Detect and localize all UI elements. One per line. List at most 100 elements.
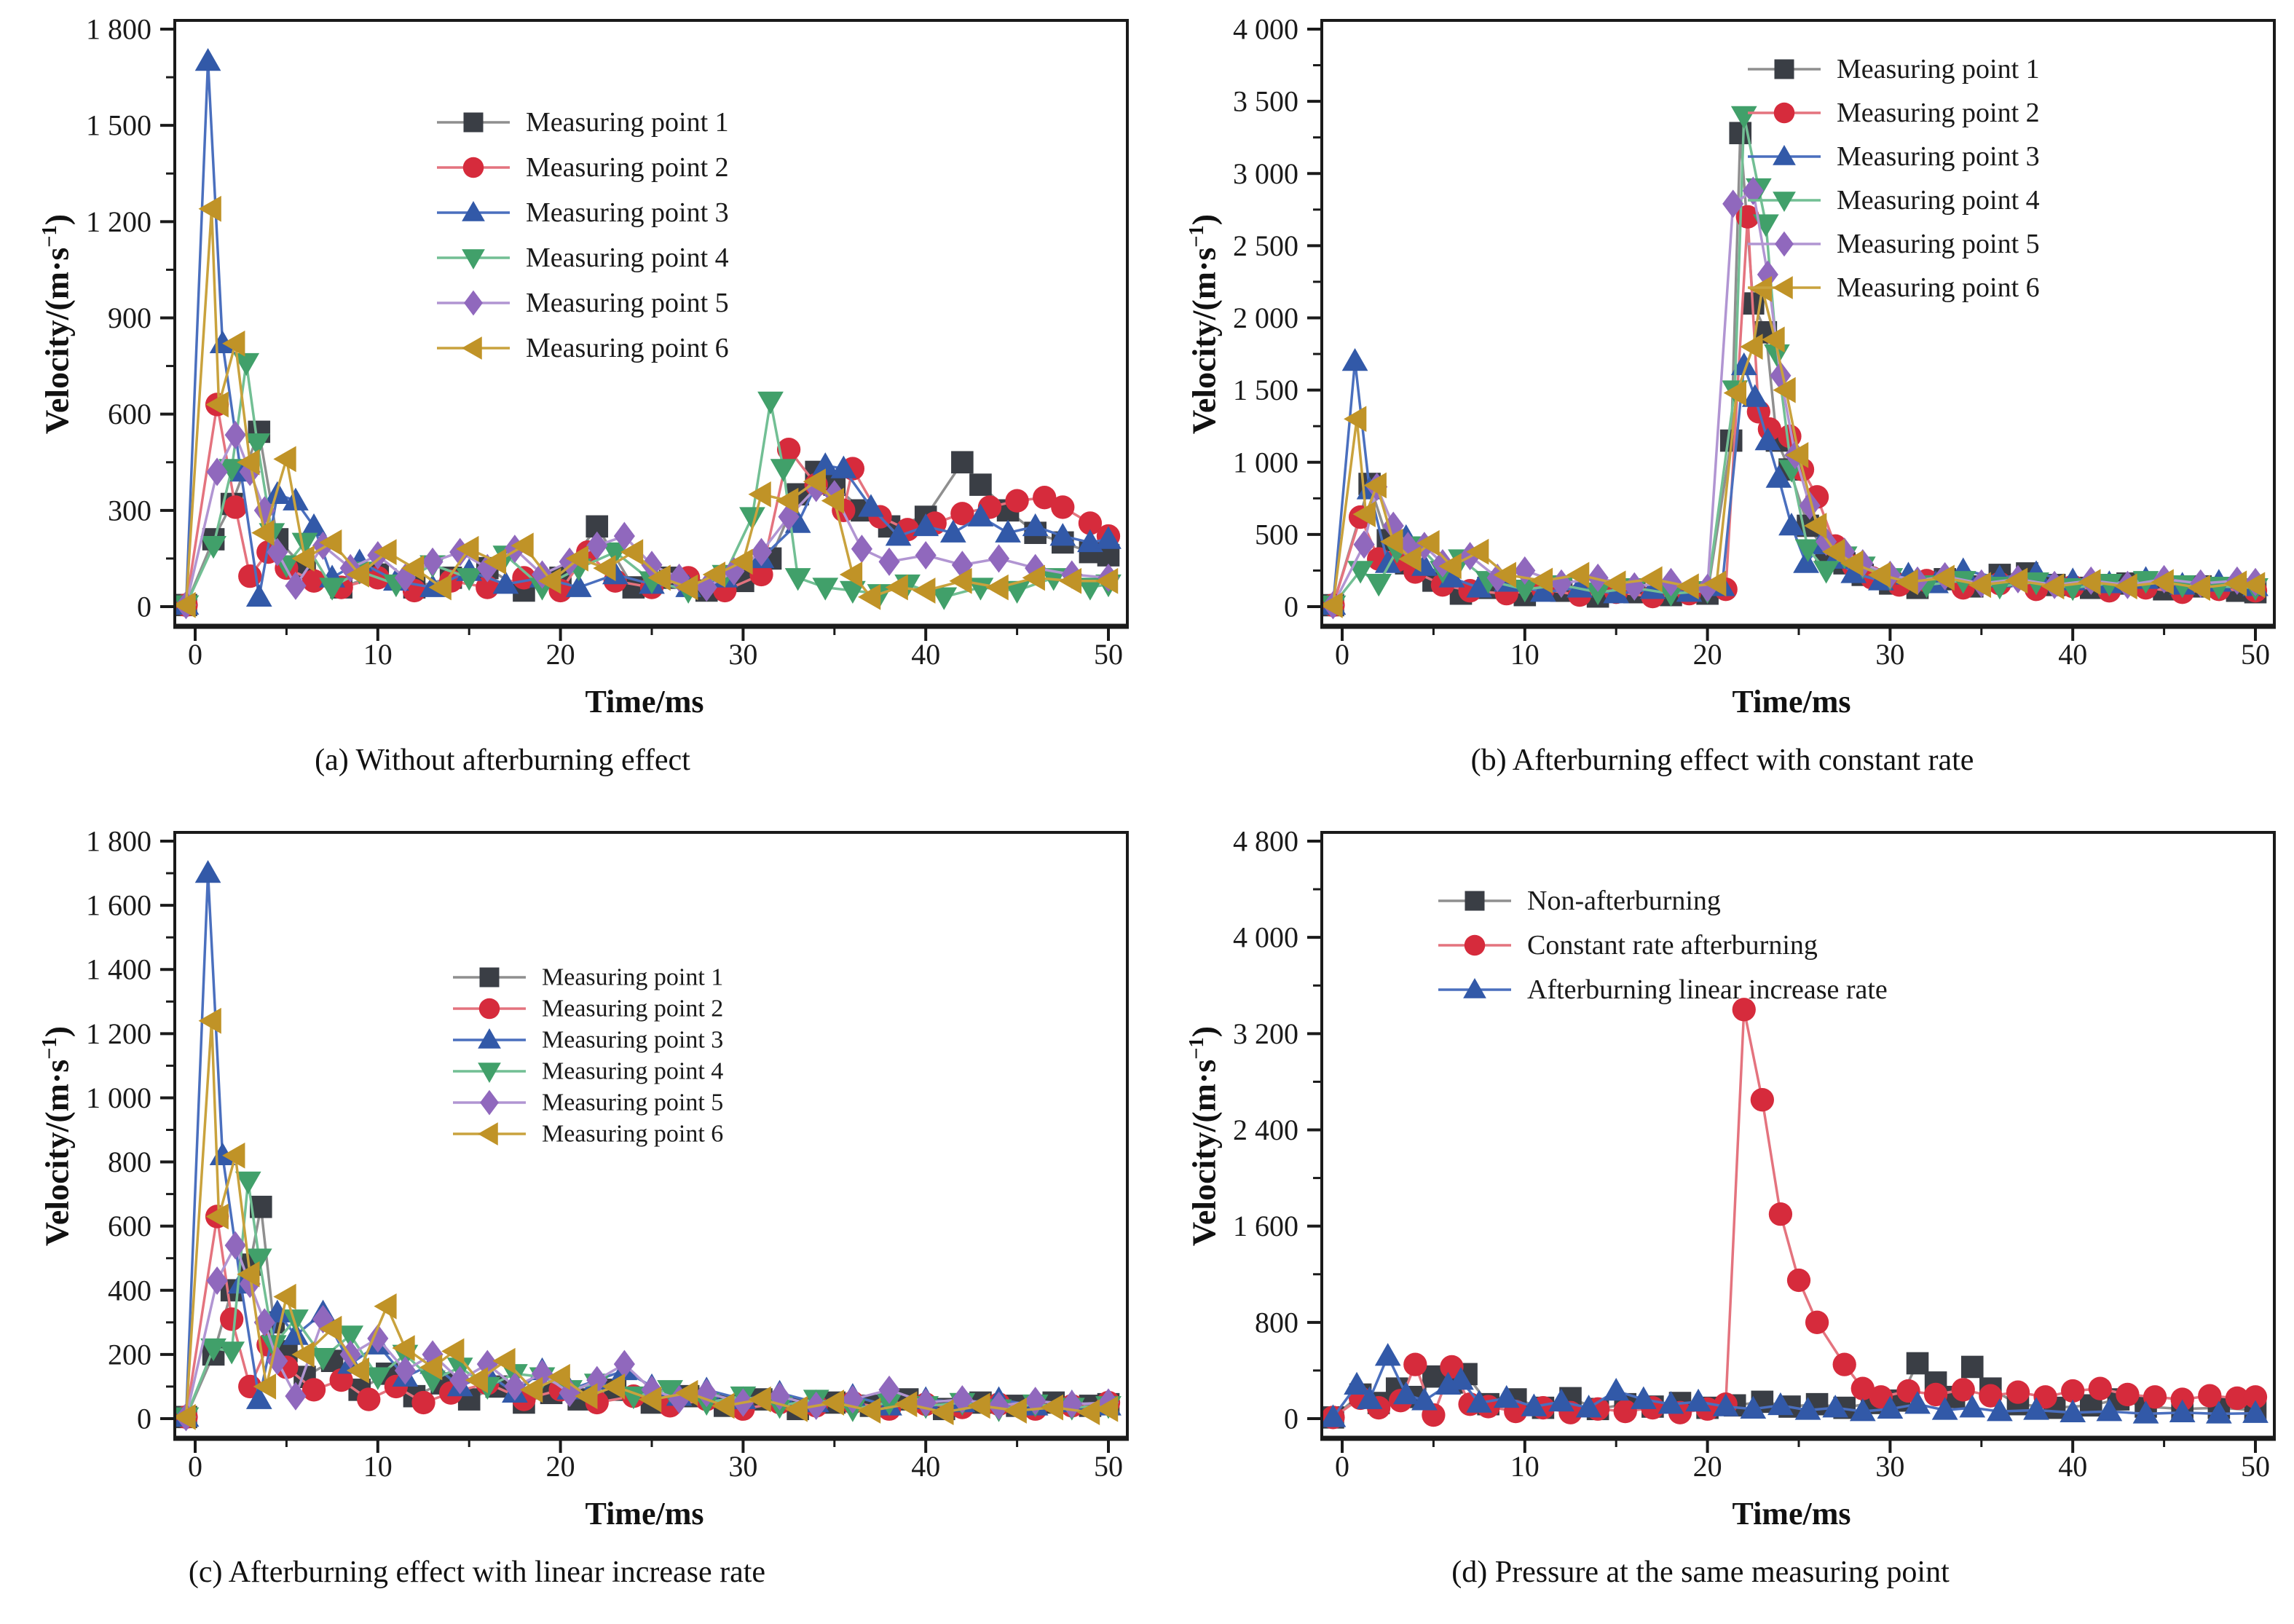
x-tick-label: 0	[188, 1450, 202, 1483]
x-tick-label: 20	[1693, 1450, 1722, 1483]
legend-label: Measuring point 2	[1837, 98, 2040, 128]
legend: Measuring point 1 Measuring point 2 Measur…	[453, 964, 723, 1148]
legend-item: Measuring point 1	[1748, 54, 2040, 84]
x-tick-label: 20	[546, 638, 575, 671]
y-tick-label: 1 500	[1233, 374, 1298, 406]
series-measuring-point-6	[176, 1007, 1119, 1430]
y-tick-label: 0	[1284, 591, 1298, 623]
legend-label: Measuring point 5	[526, 288, 729, 318]
legend-item: Measuring point 4	[453, 1058, 723, 1085]
legend-item: Constant rate afterburning	[1438, 930, 1818, 961]
legend-label: Measuring point 2	[542, 996, 723, 1022]
x-tick-label: 50	[1094, 638, 1123, 671]
series-measuring-point-1	[1323, 122, 2267, 617]
x-tick-label: 30	[728, 1450, 757, 1483]
x-tick-label: 40	[2058, 1450, 2087, 1483]
legend: Measuring point 1 Measuring point 2 Measur…	[437, 107, 729, 363]
y-tick-label: 3 500	[1233, 85, 1298, 118]
x-tick-label: 10	[363, 1450, 393, 1483]
y-tick-label: 1 200	[86, 1017, 151, 1050]
y-tick-label: 600	[108, 398, 151, 430]
y-tick-label: 1 500	[86, 109, 151, 142]
legend-label: Measuring point 3	[1837, 141, 2040, 172]
y-tick-label: 1 400	[86, 953, 151, 986]
y-tick-label: 400	[108, 1274, 151, 1306]
x-tick-label: 50	[1094, 1450, 1123, 1483]
legend-item: Measuring point 2	[1748, 98, 2040, 128]
legend-label: Measuring point 2	[526, 152, 729, 183]
panel-a: 0 10 20 30 40 50 0 300 600 900 1 200 1 500 1 800 Meas…	[0, 0, 1147, 812]
y-tick-label: 1 000	[86, 1081, 151, 1114]
legend-item: Measuring point 3	[453, 1027, 723, 1054]
x-axis-label-d: Time/ms	[1732, 1496, 1851, 1532]
y-tick-label: 0	[1284, 1403, 1298, 1435]
y-tick-label: 800	[108, 1146, 151, 1178]
legend-label: Measuring point 3	[526, 197, 729, 228]
y-tick-label: 2 000	[1233, 301, 1298, 334]
legend-item: Measuring point 1	[453, 964, 723, 991]
caption-b: (b) Afterburning effect with constant ra…	[1470, 744, 1974, 777]
series-measuring-point-4	[1323, 106, 2269, 619]
x-tick-label: 30	[1875, 638, 1904, 671]
y-tick-label: 4 000	[1233, 921, 1298, 954]
legend-item: Measuring point 3	[1748, 141, 2040, 172]
legend-item: Afterburning linear increase rate	[1438, 974, 1888, 1005]
legend-item: Measuring point 1	[437, 107, 729, 138]
x-tick-label: 40	[2058, 638, 2087, 671]
y-axis-label-b: Velocity/(m·s−1)	[1185, 213, 1223, 435]
legend-item: Measuring point 5	[1748, 229, 2040, 259]
y-tick-label: 500	[1255, 518, 1298, 551]
y-tick-label: 1 000	[1233, 446, 1298, 478]
legend-label: Measuring point 6	[526, 333, 729, 363]
chart-c-canvas: 0 10 20 30 40 50 0 200 400 600 800 1 000 1 200 1 400 1…	[86, 825, 1129, 1483]
x-tick-label: 20	[1693, 638, 1722, 671]
legend-label: Afterburning linear increase rate	[1527, 974, 1888, 1005]
y-tick-label: 1 800	[86, 825, 151, 858]
panel-c: 0 10 20 30 40 50 0 200 400 600 800 1 000 1 200 1 400 1…	[0, 812, 1147, 1624]
legend-label: Measuring point 6	[1837, 272, 2040, 303]
legend-label: Measuring point 1	[542, 964, 723, 991]
series-constant-rate-afterburning	[1323, 998, 2268, 1430]
x-axis-label-a: Time/ms	[585, 684, 704, 720]
legend-item: Measuring point 5	[437, 288, 729, 318]
y-tick-label: 300	[108, 494, 151, 527]
legend-item: Measuring point 4	[437, 243, 729, 273]
y-tick-label: 1 600	[1233, 1210, 1298, 1242]
y-tick-label: 900	[108, 301, 151, 334]
legend: Measuring point 1 Measuring point 2 Measur…	[1748, 54, 2040, 303]
x-tick-label: 20	[546, 1450, 575, 1483]
y-tick-label: 4 000	[1233, 13, 1298, 46]
x-tick-label: 0	[188, 638, 202, 671]
legend-item: Measuring point 4	[1748, 185, 2040, 216]
legend-label: Measuring point 5	[1837, 229, 2040, 259]
x-tick-label: 10	[1510, 638, 1540, 671]
caption-c: (c) Afterburning effect with linear incr…	[188, 1556, 766, 1589]
x-tick-label: 30	[1875, 1450, 1904, 1483]
series-afterburning-linear-increase-rate	[1323, 1343, 2269, 1427]
legend-label: Measuring point 4	[542, 1058, 723, 1085]
x-tick-label: 50	[2241, 1450, 2270, 1483]
y-tick-label: 3 200	[1233, 1017, 1298, 1050]
legend-label: Measuring point 1	[1837, 54, 2040, 84]
legend-item: Measuring point 6	[453, 1121, 723, 1148]
caption-a: (a) Without afterburning effect	[315, 744, 690, 777]
legend-label: Measuring point 4	[1837, 185, 2040, 216]
y-tick-label: 1 600	[86, 889, 151, 922]
y-axis-label-c: Velocity/(m·s−1)	[38, 1025, 76, 1247]
series-measuring-point-6	[1323, 275, 2266, 618]
y-tick-label: 1 800	[86, 13, 151, 46]
panel-b: 0 10 20 30 40 50 0 500 1 000 1 500 2 000 2 500 3 000…	[1147, 0, 2294, 812]
x-tick-label: 10	[1510, 1450, 1540, 1483]
y-tick-label: 2 400	[1233, 1113, 1298, 1146]
legend-label: Constant rate afterburning	[1527, 930, 1818, 961]
legend-label: Measuring point 4	[526, 243, 729, 273]
x-tick-label: 30	[728, 638, 757, 671]
legend-label: Measuring point 1	[526, 107, 729, 138]
x-tick-label: 40	[911, 1450, 940, 1483]
y-tick-label: 600	[108, 1210, 151, 1242]
caption-d: (d) Pressure at the same measuring point	[1451, 1556, 1950, 1589]
y-tick-label: 0	[137, 591, 151, 623]
x-axis-label-b: Time/ms	[1732, 684, 1851, 720]
